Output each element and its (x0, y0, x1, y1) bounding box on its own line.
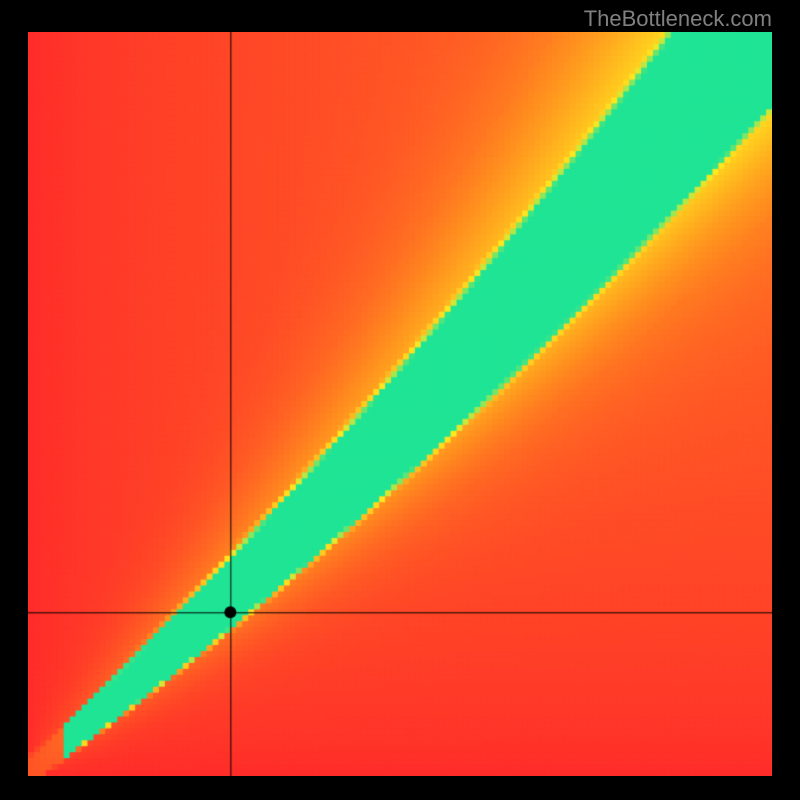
watermark-text: TheBottleneck.com (584, 6, 772, 32)
bottleneck-heatmap (28, 32, 772, 776)
chart-container: TheBottleneck.com (0, 0, 800, 800)
